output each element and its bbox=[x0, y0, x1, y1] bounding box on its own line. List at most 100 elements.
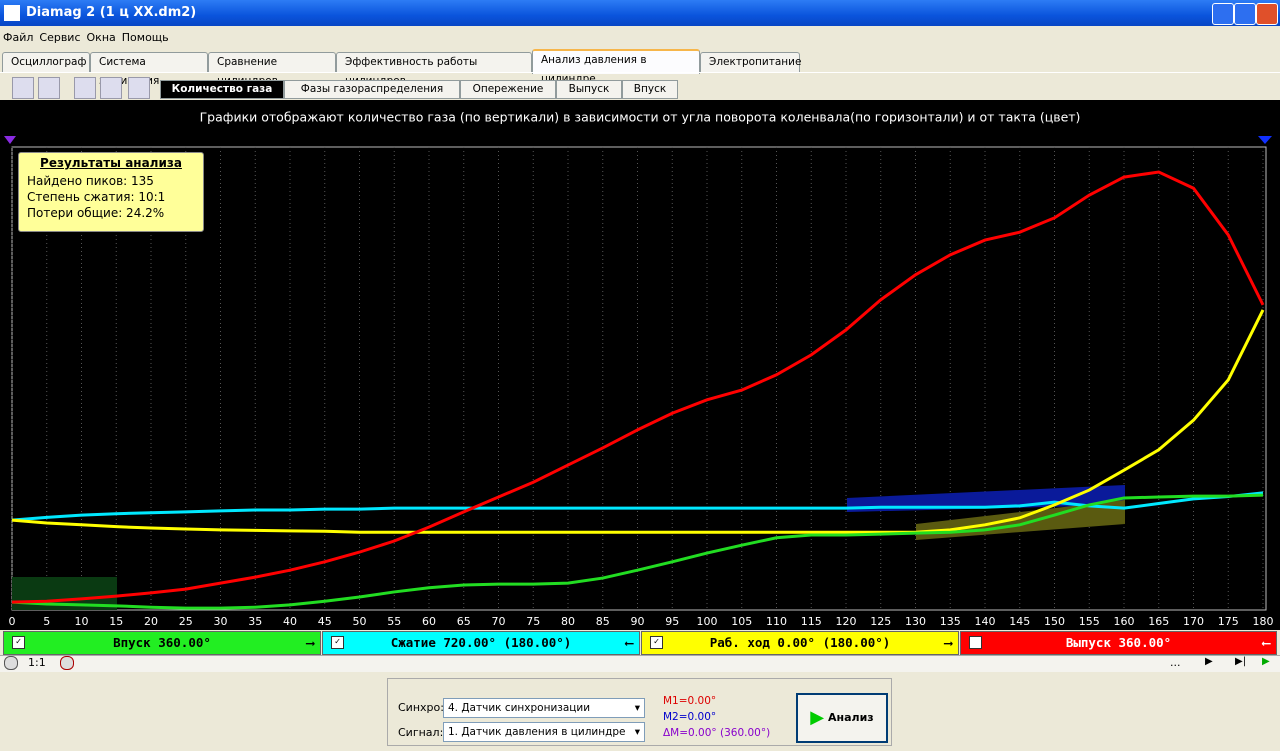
x-tick-label: 75 bbox=[526, 615, 540, 628]
phase-segment[interactable]: ✓ Впуск 360.00° ⟶ bbox=[3, 631, 321, 655]
x-tick-label: 165 bbox=[1148, 615, 1169, 628]
tool-icon[interactable] bbox=[100, 77, 122, 99]
info-line: Степень сжатия: 10:1 bbox=[27, 190, 166, 204]
sync-combo[interactable]: 4. Датчик синхронизации ▾ bbox=[443, 698, 645, 718]
zoom-in[interactable] bbox=[60, 656, 74, 670]
x-tick-label: 50 bbox=[353, 615, 367, 628]
x-tick-label: 155 bbox=[1079, 615, 1100, 628]
phase-checkbox[interactable]: ✓ bbox=[331, 636, 344, 649]
x-tick-label: 170 bbox=[1183, 615, 1204, 628]
phase-checkbox[interactable]: ✓ bbox=[650, 636, 663, 649]
sync-label: Синхро: bbox=[398, 701, 444, 714]
x-tick-label: 0 bbox=[9, 615, 16, 628]
menu-item[interactable]: Помощь bbox=[121, 31, 169, 44]
tab[interactable]: Электропитание bbox=[700, 52, 801, 72]
x-tick-label: 175 bbox=[1218, 615, 1239, 628]
phase-checkbox[interactable]: ✓ bbox=[12, 636, 25, 649]
window-title: Diamag 2 (1 ц XX.dm2) bbox=[26, 5, 197, 20]
x-tick-label: 160 bbox=[1114, 615, 1135, 628]
tab[interactable]: Анализ давления в цилиндре bbox=[532, 49, 700, 85]
phase-label: Впуск 360.00° bbox=[113, 635, 211, 650]
app-icon bbox=[4, 5, 20, 21]
x-tick-label: 60 bbox=[422, 615, 436, 628]
zoom-out[interactable] bbox=[4, 656, 18, 670]
phase-label: Раб. ход 0.00° (180.00°) bbox=[709, 635, 891, 650]
tool-icon[interactable] bbox=[38, 77, 60, 99]
scroll-bar bbox=[0, 655, 1280, 672]
marker-m1[interactable] bbox=[4, 136, 16, 144]
menu-item[interactable]: Файл bbox=[3, 31, 34, 44]
x-tick-label: 100 bbox=[697, 615, 718, 628]
menu-item[interactable]: Окна bbox=[86, 31, 116, 44]
phase-arrow[interactable]: ⟶ bbox=[944, 635, 952, 650]
x-tick-label: 65 bbox=[457, 615, 471, 628]
x-tick-label: 135 bbox=[940, 615, 961, 628]
x-tick-label: 10 bbox=[75, 615, 89, 628]
phase-checkbox[interactable]: ✓ bbox=[969, 636, 982, 649]
phase-segment[interactable]: ✓ Раб. ход 0.00° (180.00°) ⟶ bbox=[641, 631, 959, 655]
x-tick-label: 140 bbox=[975, 615, 996, 628]
info-title: Результаты анализа bbox=[40, 156, 182, 170]
tab[interactable]: Система зажигания bbox=[90, 52, 208, 87]
x-tick-label: 115 bbox=[801, 615, 822, 628]
x-tick-label: 145 bbox=[1009, 615, 1030, 628]
x-tick-label: 180 bbox=[1253, 615, 1274, 628]
x-tick-label: 130 bbox=[905, 615, 926, 628]
chart: Графики отображают количество газа (по в… bbox=[0, 100, 1280, 630]
x-tick-label: 95 bbox=[665, 615, 679, 628]
x-tick-label: 25 bbox=[179, 615, 193, 628]
phase-label: Выпуск 360.00° bbox=[1065, 635, 1172, 650]
marker-m2-value: M2=0.00° bbox=[663, 711, 717, 723]
menu-item[interactable]: Сервис bbox=[39, 31, 81, 44]
subtab[interactable]: Количество газа bbox=[160, 80, 284, 99]
x-tick-label: 35 bbox=[248, 615, 262, 628]
x-tick-label: 20 bbox=[144, 615, 158, 628]
tool-icon[interactable] bbox=[74, 77, 96, 99]
x-tick-label: 45 bbox=[318, 615, 332, 628]
signal-value: 1. Датчик давления в цилиндре bbox=[448, 726, 626, 738]
subtab[interactable]: Опережение bbox=[460, 80, 556, 99]
phase-arrow[interactable]: ⟵ bbox=[625, 635, 633, 650]
data-line bbox=[11, 493, 1264, 610]
zoom-level: 1:1 bbox=[28, 656, 46, 669]
control-panel: Синхро: 4. Датчик синхронизации ▾ Сигнал:… bbox=[387, 678, 892, 746]
info-box: Результаты анализа Найдено пиков: 135 Ст… bbox=[18, 152, 204, 232]
scroll-position: ... bbox=[1170, 656, 1181, 669]
info-line: Найдено пиков: 135 bbox=[27, 174, 154, 188]
phase-label: Сжатие 720.00° (180.00°) bbox=[390, 635, 572, 650]
minimize-button[interactable] bbox=[1212, 3, 1234, 25]
marker-delta: ΔM=0.00° (360.00°) bbox=[663, 727, 771, 739]
data-line bbox=[11, 491, 1264, 522]
toolbar bbox=[0, 72, 1280, 101]
tab[interactable]: Сравнение цилиндров bbox=[208, 52, 336, 87]
phase-segment[interactable]: ✓ Выпуск 360.00° ⟵ bbox=[960, 631, 1277, 655]
data-line bbox=[11, 309, 1265, 534]
subtab[interactable]: Выпуск bbox=[556, 80, 622, 99]
tab[interactable]: Эффективность работы цилиндров bbox=[336, 52, 532, 87]
tab[interactable]: Осциллограф bbox=[2, 52, 90, 72]
x-tick-label: 40 bbox=[283, 615, 297, 628]
subtab[interactable]: Фазы газораспределения bbox=[284, 80, 460, 99]
signal-combo[interactable]: 1. Датчик давления в цилиндре ▾ bbox=[443, 722, 645, 742]
chart-caption: Графики отображают количество газа (по в… bbox=[200, 110, 1081, 125]
marker-m1-value: M1=0.00° bbox=[663, 695, 717, 707]
x-tick-label: 55 bbox=[387, 615, 401, 628]
tool-icon[interactable] bbox=[12, 77, 34, 99]
x-tick-label: 105 bbox=[731, 615, 752, 628]
subtab[interactable]: Впуск bbox=[622, 80, 678, 99]
phase-segment[interactable]: ✓ Сжатие 720.00° (180.00°) ⟵ bbox=[322, 631, 640, 655]
button-label: Анализ bbox=[827, 711, 874, 724]
x-tick-label: 70 bbox=[492, 615, 506, 628]
marker-m2[interactable] bbox=[1258, 136, 1272, 144]
phase-arrow[interactable]: ⟵ bbox=[1262, 635, 1270, 650]
close-button[interactable] bbox=[1256, 3, 1278, 25]
analyze-button[interactable]: ▶ Анализ bbox=[796, 693, 888, 743]
info-line: Потери общие: 24.2% bbox=[27, 206, 165, 220]
x-tick-label: 120 bbox=[836, 615, 857, 628]
tool-icon[interactable] bbox=[128, 77, 150, 99]
chart-background bbox=[0, 100, 1280, 630]
x-tick-label: 150 bbox=[1044, 615, 1065, 628]
phase-arrow[interactable]: ⟶ bbox=[306, 635, 314, 650]
maximize-button[interactable] bbox=[1234, 3, 1256, 25]
menu-bar: Файл Сервис Окна Помощь bbox=[0, 28, 172, 48]
